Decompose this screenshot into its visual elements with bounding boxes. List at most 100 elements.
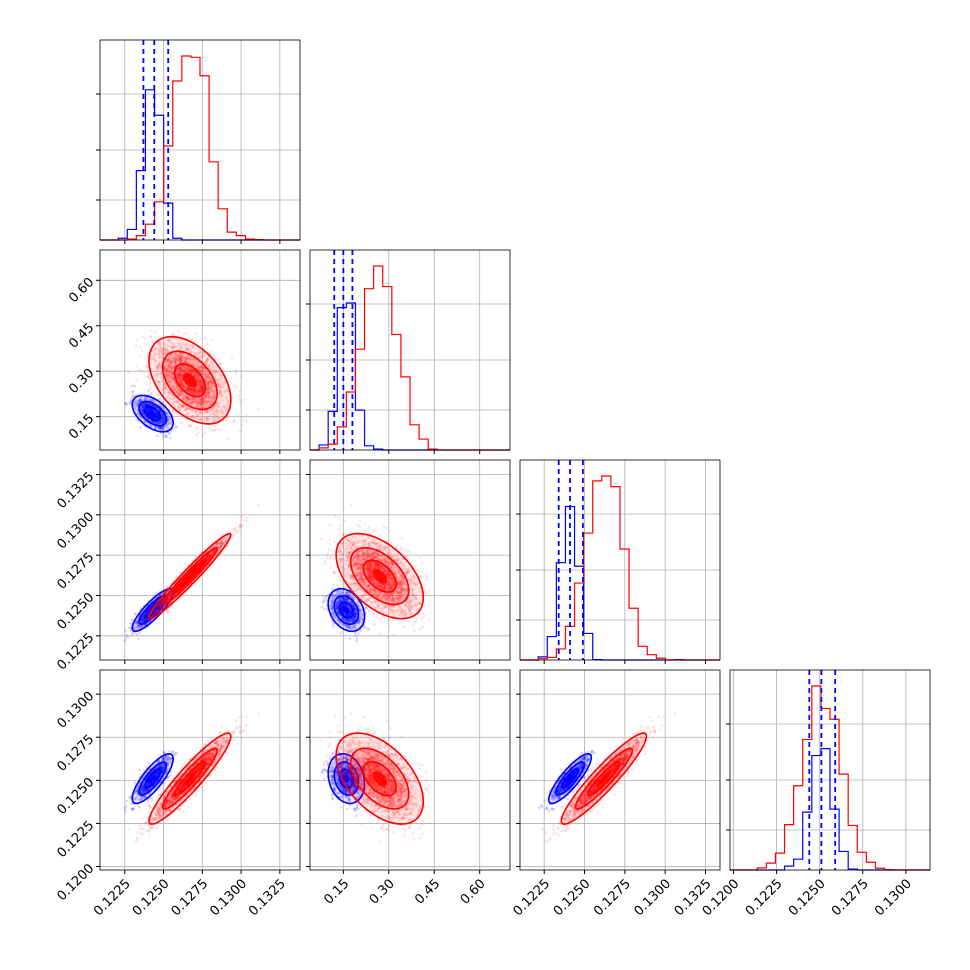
sample-point (195, 360, 199, 364)
sample-point (195, 397, 199, 401)
sample-point (142, 397, 146, 401)
sample-point (200, 379, 204, 383)
sample-point (205, 387, 209, 391)
sample-point (188, 391, 192, 394)
sample-point (198, 409, 201, 413)
sample-point (162, 391, 166, 395)
sample-point (179, 389, 183, 393)
sample-point (189, 407, 193, 411)
sample-point (172, 378, 176, 382)
sample-point (157, 380, 161, 384)
histogram-blue (100, 89, 300, 241)
sample-point (157, 426, 161, 430)
sample-point (155, 414, 159, 418)
sample-point (187, 413, 191, 417)
sample-point (213, 424, 217, 428)
sample-point (171, 357, 175, 361)
sample-point (200, 403, 204, 406)
sample-point (192, 390, 196, 393)
sample-point (208, 380, 212, 384)
sample-point (182, 370, 186, 374)
sample-point (193, 399, 197, 403)
sample-point (185, 358, 189, 362)
sample-point (210, 396, 214, 400)
sample-point (205, 376, 208, 380)
sample-point (167, 356, 171, 360)
sample-point (152, 420, 156, 424)
sample-point (200, 384, 204, 388)
sample-point (179, 355, 183, 358)
sample-point (145, 403, 149, 407)
density-contour (161, 350, 219, 411)
sample-point (143, 402, 147, 406)
sample-point (176, 357, 180, 361)
sample-point (179, 369, 183, 373)
sample-point (138, 354, 142, 358)
sample-point (167, 374, 171, 378)
sample-point (161, 354, 164, 358)
sample-point (178, 404, 182, 408)
sample-point (204, 410, 208, 414)
sample-point (139, 399, 143, 403)
sample-point (199, 389, 203, 393)
sample-point (200, 399, 204, 403)
sample-point (177, 376, 180, 380)
sample-point (181, 403, 185, 407)
sample-point (128, 626, 132, 630)
sample-point (206, 387, 210, 391)
sample-point (170, 377, 174, 381)
sample-point (141, 404, 144, 408)
sample-point (171, 356, 175, 360)
sample-point (164, 349, 168, 353)
sample-point (161, 420, 165, 424)
sample-point (208, 382, 212, 386)
sample-point (179, 357, 183, 361)
sample-point (159, 427, 163, 431)
density-contour (131, 394, 175, 433)
sample-point (161, 425, 165, 429)
sample-point (177, 329, 181, 333)
sample-point (151, 404, 155, 408)
sample-point (171, 366, 175, 370)
sample-point (189, 370, 193, 374)
sample-point (150, 407, 153, 411)
sample-point (184, 360, 187, 364)
sample-point (155, 406, 159, 410)
sample-point (209, 391, 213, 395)
sample-point (165, 412, 169, 416)
sample-point (138, 397, 141, 401)
sample-point (205, 356, 209, 360)
sample-point (146, 407, 150, 411)
sample-point (135, 619, 139, 623)
sample-point (207, 417, 211, 421)
sample-point (204, 361, 208, 365)
sample-point (145, 408, 149, 412)
sample-point (218, 377, 222, 381)
sample-point (188, 357, 192, 361)
sample-point (164, 360, 168, 364)
sample-point (215, 408, 219, 412)
sample-point (180, 368, 183, 372)
sample-point (197, 377, 201, 381)
sample-point (194, 391, 197, 394)
sample-point (146, 409, 150, 413)
sample-point (191, 369, 195, 373)
sample-point (166, 373, 169, 377)
sample-point (140, 403, 144, 407)
sample-point (198, 383, 202, 387)
sample-point (194, 372, 198, 375)
sample-point (178, 359, 182, 363)
sample-point (197, 377, 201, 381)
sample-point (186, 387, 190, 391)
sample-point (187, 387, 191, 390)
sample-point (158, 402, 162, 405)
sample-point (199, 383, 202, 387)
sample-point (184, 357, 188, 361)
sample-point (167, 391, 171, 395)
sample-point (190, 397, 194, 401)
sample-point (159, 422, 163, 426)
sample-point (186, 387, 190, 391)
sample-point (142, 405, 146, 409)
sample-point (166, 371, 170, 375)
sample-point (240, 374, 244, 378)
